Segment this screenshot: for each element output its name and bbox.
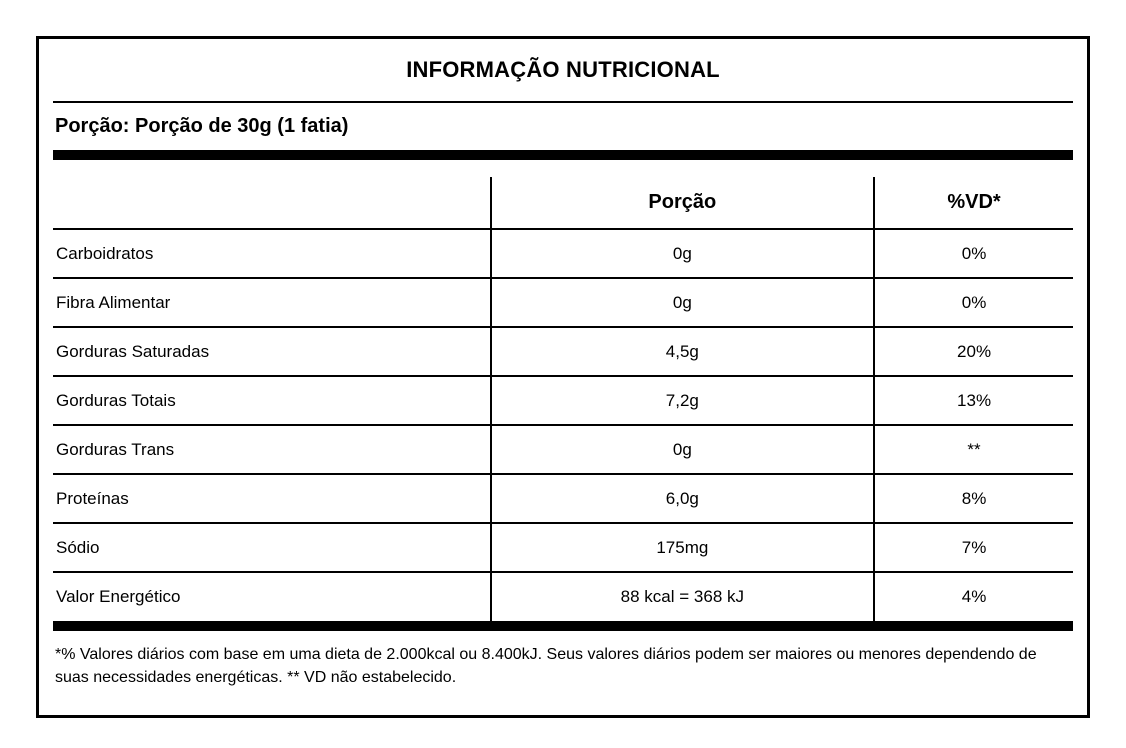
nutrient-amount: 7,2g: [489, 376, 875, 426]
nutrient-dv: 8%: [873, 474, 1073, 524]
nutrient-amount: 0g: [489, 229, 875, 279]
nutrient-dv: 13%: [873, 376, 1073, 426]
table-row: Carboidratos 0g 0%: [53, 229, 1073, 279]
nutrient-name: Sódio: [53, 523, 491, 573]
table-spacer: [53, 160, 1073, 177]
nutrient-dv: 7%: [873, 523, 1073, 573]
nutrient-dv: 4%: [873, 572, 1073, 621]
nutrient-name: Carboidratos: [53, 229, 491, 279]
table-row: Fibra Alimentar 0g 0%: [53, 278, 1073, 328]
nutrient-name: Proteínas: [53, 474, 491, 524]
table-row: Sódio 175mg 7%: [53, 523, 1073, 573]
nutrition-table: Porção %VD* Carboidratos 0g 0% Fibra Ali…: [53, 177, 1073, 621]
label-title: INFORMAÇÃO NUTRICIONAL: [53, 39, 1073, 103]
nutrient-name: Fibra Alimentar: [53, 278, 491, 328]
nutrient-amount: 4,5g: [489, 327, 875, 377]
nutrient-dv: 0%: [873, 229, 1073, 279]
nutrient-name: Gorduras Trans: [53, 425, 491, 475]
nutrient-amount: 6,0g: [489, 474, 875, 524]
table-header-row: Porção %VD*: [53, 177, 1073, 230]
nutrient-name: Gorduras Saturadas: [53, 327, 491, 377]
header-portion: Porção: [489, 177, 875, 230]
nutrient-amount: 88 kcal = 368 kJ: [489, 572, 875, 621]
nutrient-dv: **: [873, 425, 1073, 475]
nutrient-name: Valor Energético: [56, 587, 181, 606]
footnote: *% Valores diários com base em uma dieta…: [55, 646, 1037, 686]
table-row: Gorduras Totais 7,2g 13%: [53, 376, 1073, 426]
header-empty-cell: [53, 177, 491, 230]
nutrient-amount: 0g: [489, 278, 875, 328]
nutrient-amount: 175mg: [489, 523, 875, 573]
table-row: Gorduras Trans 0g **: [53, 425, 1073, 475]
serving-size-line: Porção: Porção de 30g (1 fatia): [55, 115, 349, 137]
divider-bar-bottom: [53, 621, 1073, 631]
nutrition-label: INFORMAÇÃO NUTRICIONAL Porção: Porção de…: [36, 36, 1090, 718]
header-dv: %VD*: [873, 177, 1073, 230]
table-row: Gorduras Saturadas 4,5g 20%: [53, 327, 1073, 377]
divider-bar-top: [53, 150, 1073, 160]
nutrient-amount: 0g: [489, 425, 875, 475]
table-row: Proteínas 6,0g 8%: [53, 474, 1073, 524]
nutrient-dv: 20%: [873, 327, 1073, 377]
nutrient-name: Gorduras Totais: [53, 376, 491, 426]
nutrient-dv: 0%: [873, 278, 1073, 328]
table-row: Valor Energético 88 kcal = 368 kJ 4%: [53, 572, 1073, 621]
